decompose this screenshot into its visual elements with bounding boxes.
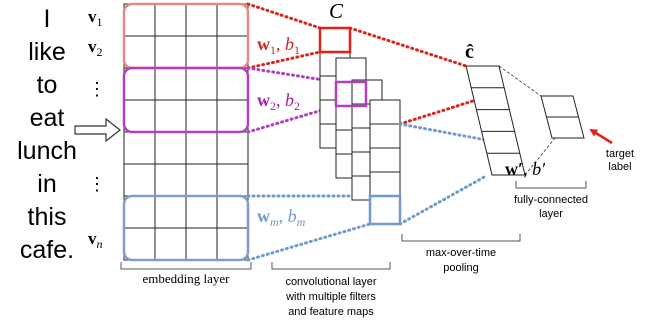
filter2-label: w2, b2 (257, 90, 300, 113)
filter2-region (122, 66, 250, 134)
filter1-label: w1, b1 (257, 34, 300, 57)
word-4: eat (30, 104, 65, 132)
target-arrow-icon (589, 128, 613, 145)
caption-embedding: embedding layer (143, 271, 231, 286)
fc-connectors (498, 65, 556, 176)
caption-fc-line-1: fully-connected (514, 194, 588, 206)
word-1: I (44, 5, 51, 33)
input-arrow-icon (74, 117, 121, 143)
caption-conv-line-1: convolutional layer (285, 276, 376, 288)
word-2: like (28, 38, 66, 66)
caption-pooling-line-1: max-over-time (426, 247, 496, 259)
row-dots-bottom: ⋮ (88, 174, 106, 194)
feature-maps (319, 27, 401, 225)
word-6: in (37, 170, 56, 198)
word-3: to (37, 71, 58, 99)
filterm-region (122, 194, 250, 262)
word-7: this (28, 203, 67, 231)
row-labels: v1 v2 ⋮ ⋮ vn (88, 7, 106, 251)
caption-pooling-line-2: pooling (443, 262, 478, 274)
fc-weights-label: w′, b′ (505, 159, 546, 179)
sentence-words: I like to eat lunch in this cafe. (17, 5, 77, 264)
feature-map-1-highlight (318, 26, 352, 54)
embedding-bracket (120, 262, 252, 270)
row-label-vn: vn (88, 229, 103, 251)
caption-conv-line-2: with multiple filters (285, 291, 376, 303)
output-vector (540, 95, 585, 139)
filterm-label: wm, bm (257, 206, 306, 229)
pooling-connectors (348, 26, 488, 226)
target-label-line-2: label (608, 161, 631, 173)
word-5: lunch (17, 137, 77, 165)
feature-map-m-highlight (368, 194, 402, 226)
target-label-line-1: target (606, 148, 634, 160)
pooling-bracket (401, 234, 521, 242)
row-dots-top: ⋮ (88, 79, 106, 99)
pooled-vector-label: ĉ (465, 41, 474, 63)
word-8: cafe. (20, 236, 74, 264)
row-label-v1: v1 (88, 7, 103, 29)
caption-fc-line-2: layer (539, 208, 563, 220)
feature-map-2-highlight (334, 80, 368, 108)
conv-output-label: C (329, 0, 344, 23)
conv-bracket (271, 262, 391, 270)
caption-conv-line-3: and feature maps (288, 306, 374, 318)
feature-map-m (369, 99, 401, 225)
fc-bracket (515, 181, 587, 189)
row-label-v2: v2 (88, 37, 103, 59)
